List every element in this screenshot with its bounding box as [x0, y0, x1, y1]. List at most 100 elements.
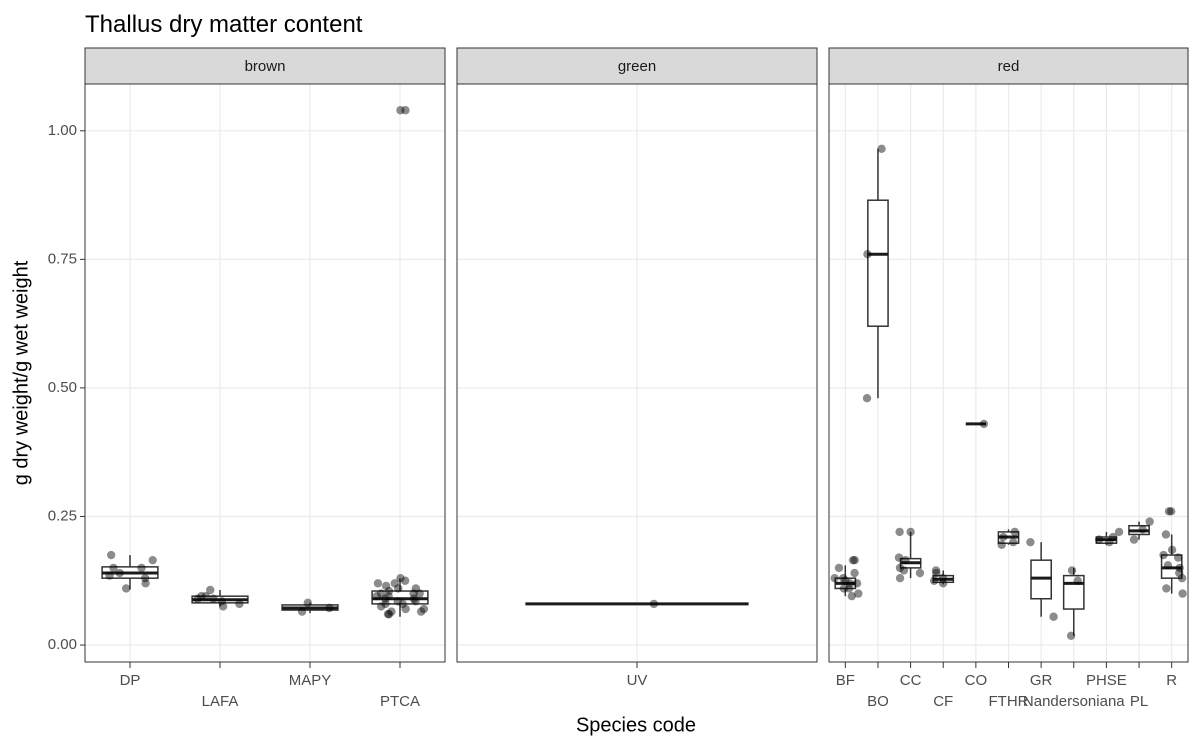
y-tick-label: 0.25	[48, 507, 77, 524]
x-tick-label: GR	[1030, 672, 1053, 689]
point	[197, 591, 206, 601]
point	[1067, 566, 1077, 575]
point	[938, 573, 948, 583]
point	[1163, 561, 1173, 570]
point	[381, 599, 390, 609]
point	[411, 597, 420, 606]
point	[1175, 563, 1184, 573]
point	[979, 419, 989, 429]
point	[830, 573, 839, 583]
point	[235, 599, 244, 609]
point	[1145, 517, 1154, 526]
point	[1138, 525, 1147, 534]
x-tick-label: BO	[867, 693, 889, 710]
point	[396, 573, 405, 583]
point	[411, 584, 421, 593]
point	[929, 576, 939, 585]
point	[932, 568, 941, 578]
point	[899, 566, 909, 575]
point	[841, 576, 850, 585]
point	[381, 581, 391, 591]
point	[401, 604, 410, 614]
point	[850, 555, 859, 565]
point	[931, 566, 941, 575]
panel-background	[85, 84, 445, 662]
point	[1175, 568, 1184, 578]
point	[398, 599, 407, 609]
point	[999, 532, 1008, 542]
point	[140, 573, 150, 583]
point	[400, 576, 410, 585]
point	[409, 594, 419, 603]
point	[1066, 631, 1076, 640]
point	[384, 591, 393, 601]
point	[895, 573, 905, 583]
x-tick-label: PTCA	[380, 693, 420, 710]
point	[895, 527, 904, 537]
point	[409, 589, 418, 598]
x-tick-label: UV	[627, 672, 648, 689]
point	[376, 602, 386, 611]
point	[895, 563, 905, 573]
x-tick-label: MAPY	[289, 672, 332, 689]
point	[854, 589, 863, 598]
point	[1010, 527, 1019, 537]
point	[297, 607, 307, 616]
point	[390, 579, 399, 588]
point	[834, 563, 844, 573]
point	[1166, 507, 1176, 516]
point	[372, 591, 382, 601]
point	[1177, 573, 1187, 583]
chart-title: Thallus dry matter content	[85, 11, 363, 38]
point	[401, 106, 410, 115]
point	[1114, 527, 1124, 537]
point	[209, 594, 218, 603]
point	[303, 598, 313, 608]
x-tick-label: CC	[900, 672, 922, 689]
point	[217, 597, 227, 606]
point	[1174, 553, 1183, 562]
y-axis-title: g dry weight/g wet weight	[10, 260, 32, 485]
point	[193, 594, 202, 603]
point	[373, 579, 383, 588]
x-tick-label: BF	[836, 672, 855, 689]
point	[1108, 532, 1118, 542]
y-tick-label: 1.00	[48, 122, 77, 139]
x-tick-label: R	[1166, 672, 1177, 689]
point	[1162, 584, 1171, 593]
point	[1178, 589, 1187, 598]
point	[201, 591, 210, 601]
point	[384, 609, 394, 619]
panel-border	[84, 83, 446, 663]
point	[325, 603, 334, 613]
y-tick-label: 0.50	[48, 379, 77, 396]
point	[383, 609, 393, 619]
point	[415, 589, 424, 598]
point	[1049, 612, 1058, 621]
x-tick-label: CF	[933, 693, 953, 710]
point	[894, 553, 904, 562]
point	[862, 393, 872, 403]
panel-border	[456, 83, 818, 663]
point	[1167, 545, 1177, 555]
strip-label: brown	[245, 58, 286, 75]
point	[141, 579, 150, 588]
point	[206, 585, 215, 595]
panel-border	[828, 83, 1189, 663]
point	[850, 568, 859, 578]
x-tick-label: Nandersoniana	[1023, 693, 1125, 710]
x-tick-label: FTHR	[989, 693, 1029, 710]
x-tick-label: DP	[120, 672, 141, 689]
point	[1073, 576, 1082, 585]
point	[1164, 507, 1174, 516]
strip	[84, 47, 446, 85]
point	[1009, 537, 1018, 547]
point	[915, 568, 925, 578]
point	[109, 563, 118, 573]
point	[394, 584, 403, 593]
point	[997, 540, 1006, 549]
point	[844, 584, 854, 593]
point	[863, 250, 872, 259]
point	[1161, 530, 1171, 539]
